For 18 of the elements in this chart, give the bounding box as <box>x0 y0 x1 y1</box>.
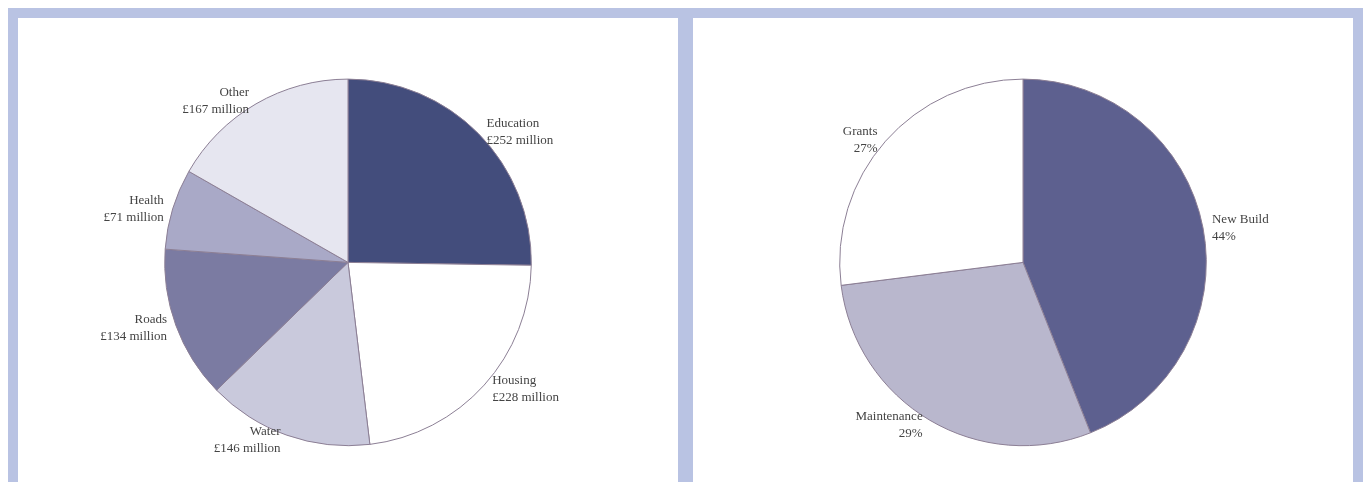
slice-label: Other <box>219 84 250 100</box>
slice-label: Health <box>129 191 165 207</box>
data-label: £134 million <box>100 327 168 343</box>
data-label: 44% <box>1211 228 1236 244</box>
data-label: £228 million <box>492 388 560 404</box>
data-label: £146 million <box>213 439 282 455</box>
data-label: £252 million <box>486 132 554 148</box>
slice-label: Grants <box>842 122 878 138</box>
slice-label: Education <box>486 115 540 131</box>
data-label: £71 million <box>103 208 165 224</box>
slice-label: Maintenance <box>855 407 923 423</box>
data-label: 29% <box>898 424 923 440</box>
slice-label: New Build <box>1211 211 1270 227</box>
data-label: £167 million <box>182 101 250 117</box>
slice-label: Water <box>249 422 282 438</box>
slice-label: Roads <box>134 310 168 326</box>
slice-label: Housing <box>492 371 537 387</box>
data-label: 27% <box>853 139 878 155</box>
